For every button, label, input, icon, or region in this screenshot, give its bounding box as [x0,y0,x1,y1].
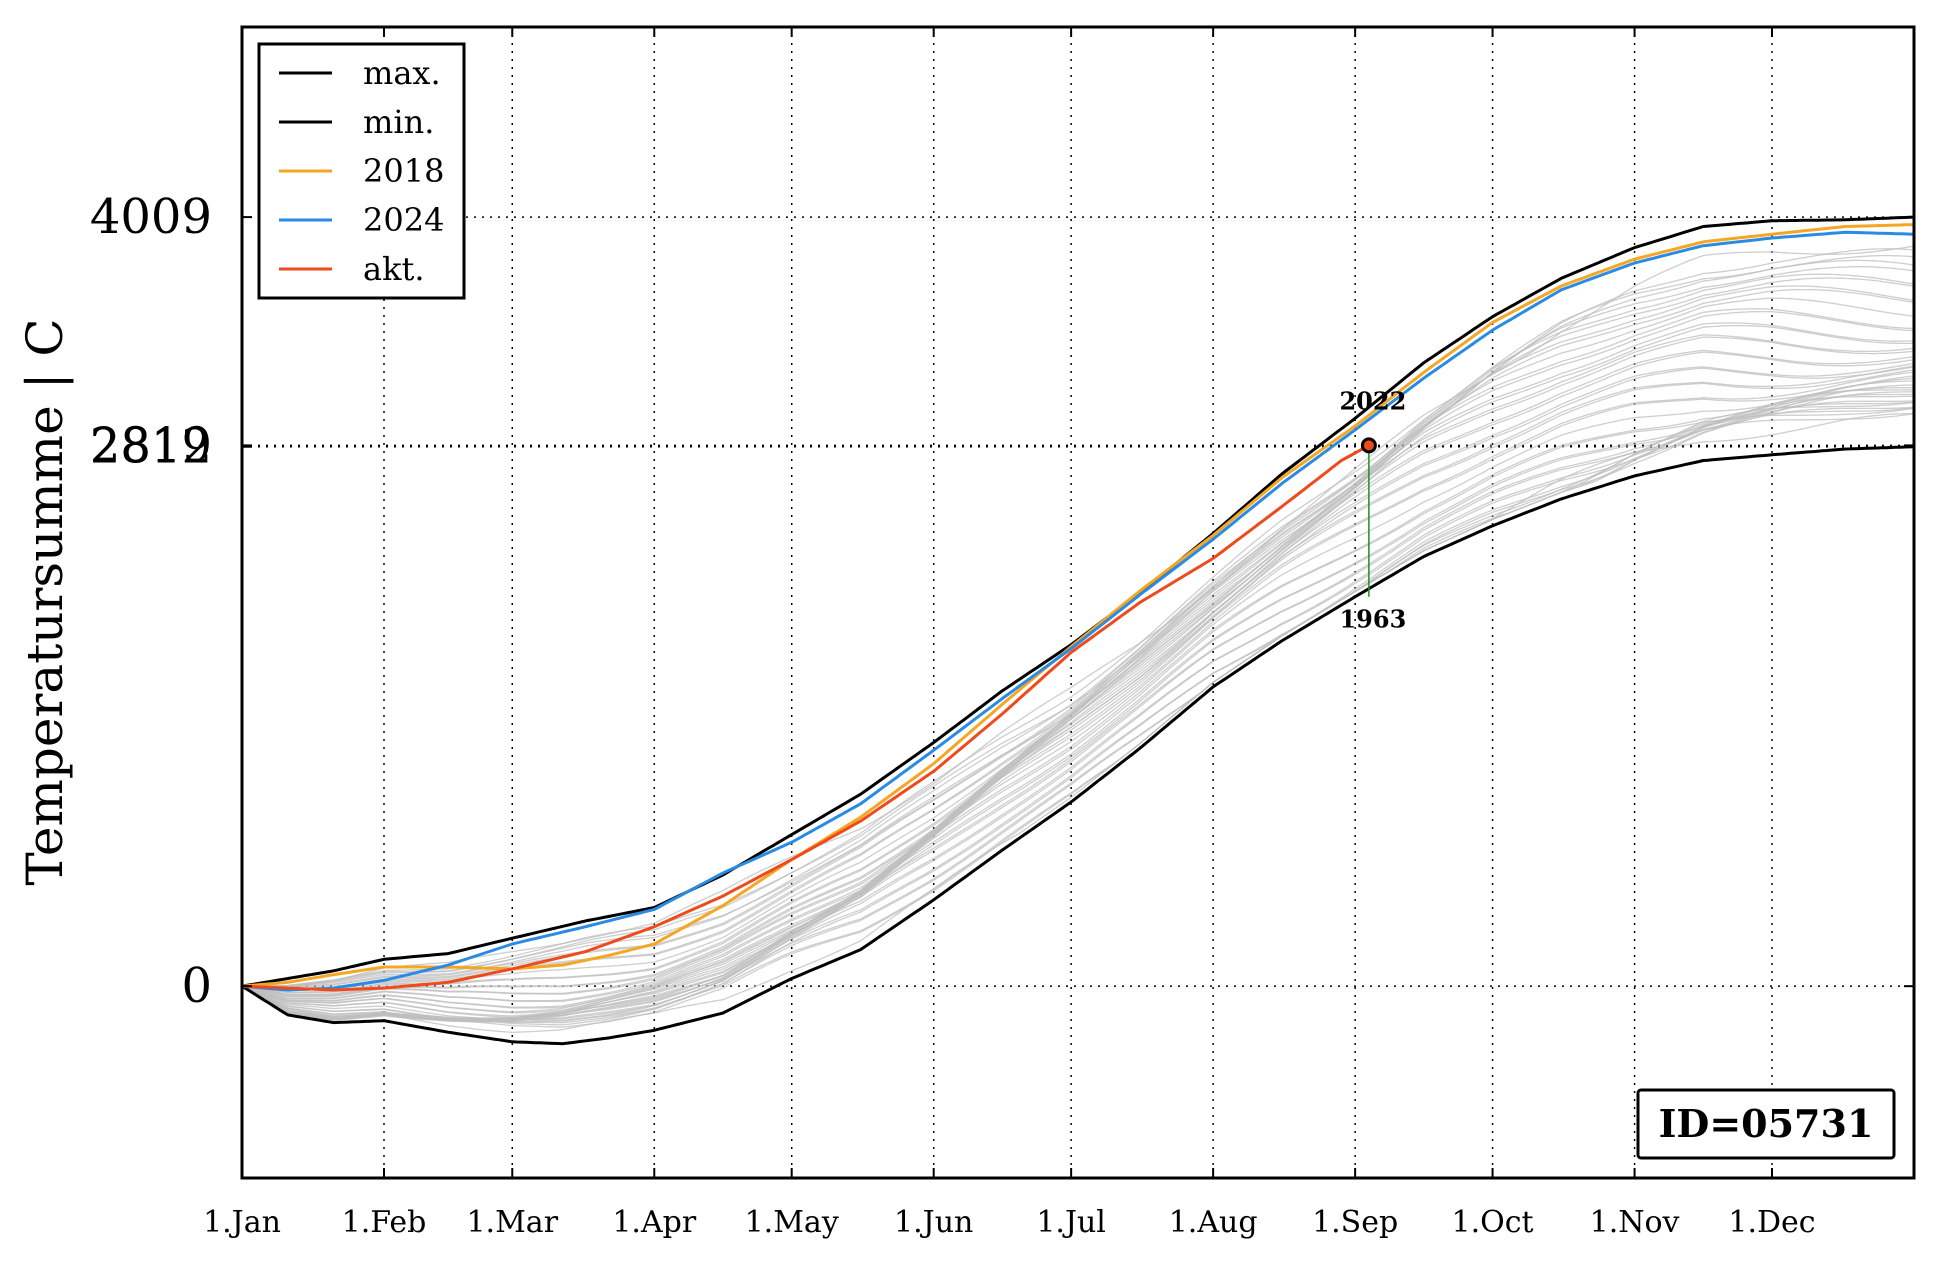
background-year-line [242,406,1914,1023]
legend-label-min: min. [363,103,434,141]
y-axis-label: Temperatursumme | C [16,318,74,885]
series-lines [242,215,1914,1046]
background-year-line [242,362,1914,1008]
upper-year-label: 2022 [1339,386,1406,415]
current-marker [1360,437,1377,454]
background-year-line [242,259,1914,987]
ticks: 1.Jan 1.Feb 1.Mar 1.Apr 1.May 1.Jun 1.Jul 1.Aug… [90,27,1914,1240]
legend: max. min. 2018 2024 akt. [257,42,466,300]
background-year-line [242,310,1914,994]
background-year-line [242,369,1914,1014]
background-year-line [242,277,1914,989]
background-year-line [242,308,1914,993]
x-tick-label: 1.May [745,1205,839,1240]
annotations: 2022 1963 [1339,386,1406,633]
background-year-line [242,351,1914,1003]
background-year-lines [242,245,1914,1034]
background-year-line [242,413,1914,1028]
x-tick-label: 1.Oct [1452,1205,1534,1240]
background-year-line [242,407,1914,1026]
background-year-line [242,375,1914,1018]
lower-year-label: 1963 [1339,605,1406,634]
legend-label-max: max. [363,54,441,92]
plot-frame [240,25,1916,1180]
background-year-line [242,391,1914,1023]
background-year-line [242,371,1914,1017]
x-tick-label: 1.Dec [1728,1205,1815,1240]
id-box: ID=05731 [1636,1088,1896,1160]
y-tick-label: 2812 [90,419,212,475]
y-tick-label: 0 [181,958,212,1014]
background-year-line [242,322,1914,996]
background-year-line [242,377,1914,1020]
x-tick-label: 1.Apr [612,1205,696,1240]
y-tick-label: 2819 [90,417,212,473]
x-tick-label: 1.Feb [342,1205,427,1240]
series-line-min [242,445,1914,1046]
x-tick-label: 1.Mar [466,1205,558,1240]
background-year-line [242,273,1914,988]
background-year-line [242,245,1914,988]
legend-label-akt: akt. [363,250,425,288]
x-tick-label: 1.Jul [1036,1205,1106,1240]
y-tick-label: 4009 [90,189,212,245]
background-year-line [242,248,1914,987]
x-tick-label: 1.Sep [1312,1205,1398,1240]
background-year-line [242,266,1914,988]
legend-label-y2018: 2018 [363,152,444,190]
grid [242,27,1914,1178]
series-line-akt [242,444,1370,992]
x-tick-label: 1.Jan [203,1205,281,1240]
legend-label-y2024: 2024 [363,201,444,239]
id-label: ID=05731 [1659,1101,1874,1146]
x-tick-label: 1.Jun [894,1205,973,1240]
background-year-line [242,324,1914,996]
x-tick-label: 1.Nov [1590,1205,1680,1240]
background-year-line [242,366,1914,1009]
series-line-y2024 [242,230,1914,992]
x-tick-label: 1.Aug [1169,1205,1258,1240]
